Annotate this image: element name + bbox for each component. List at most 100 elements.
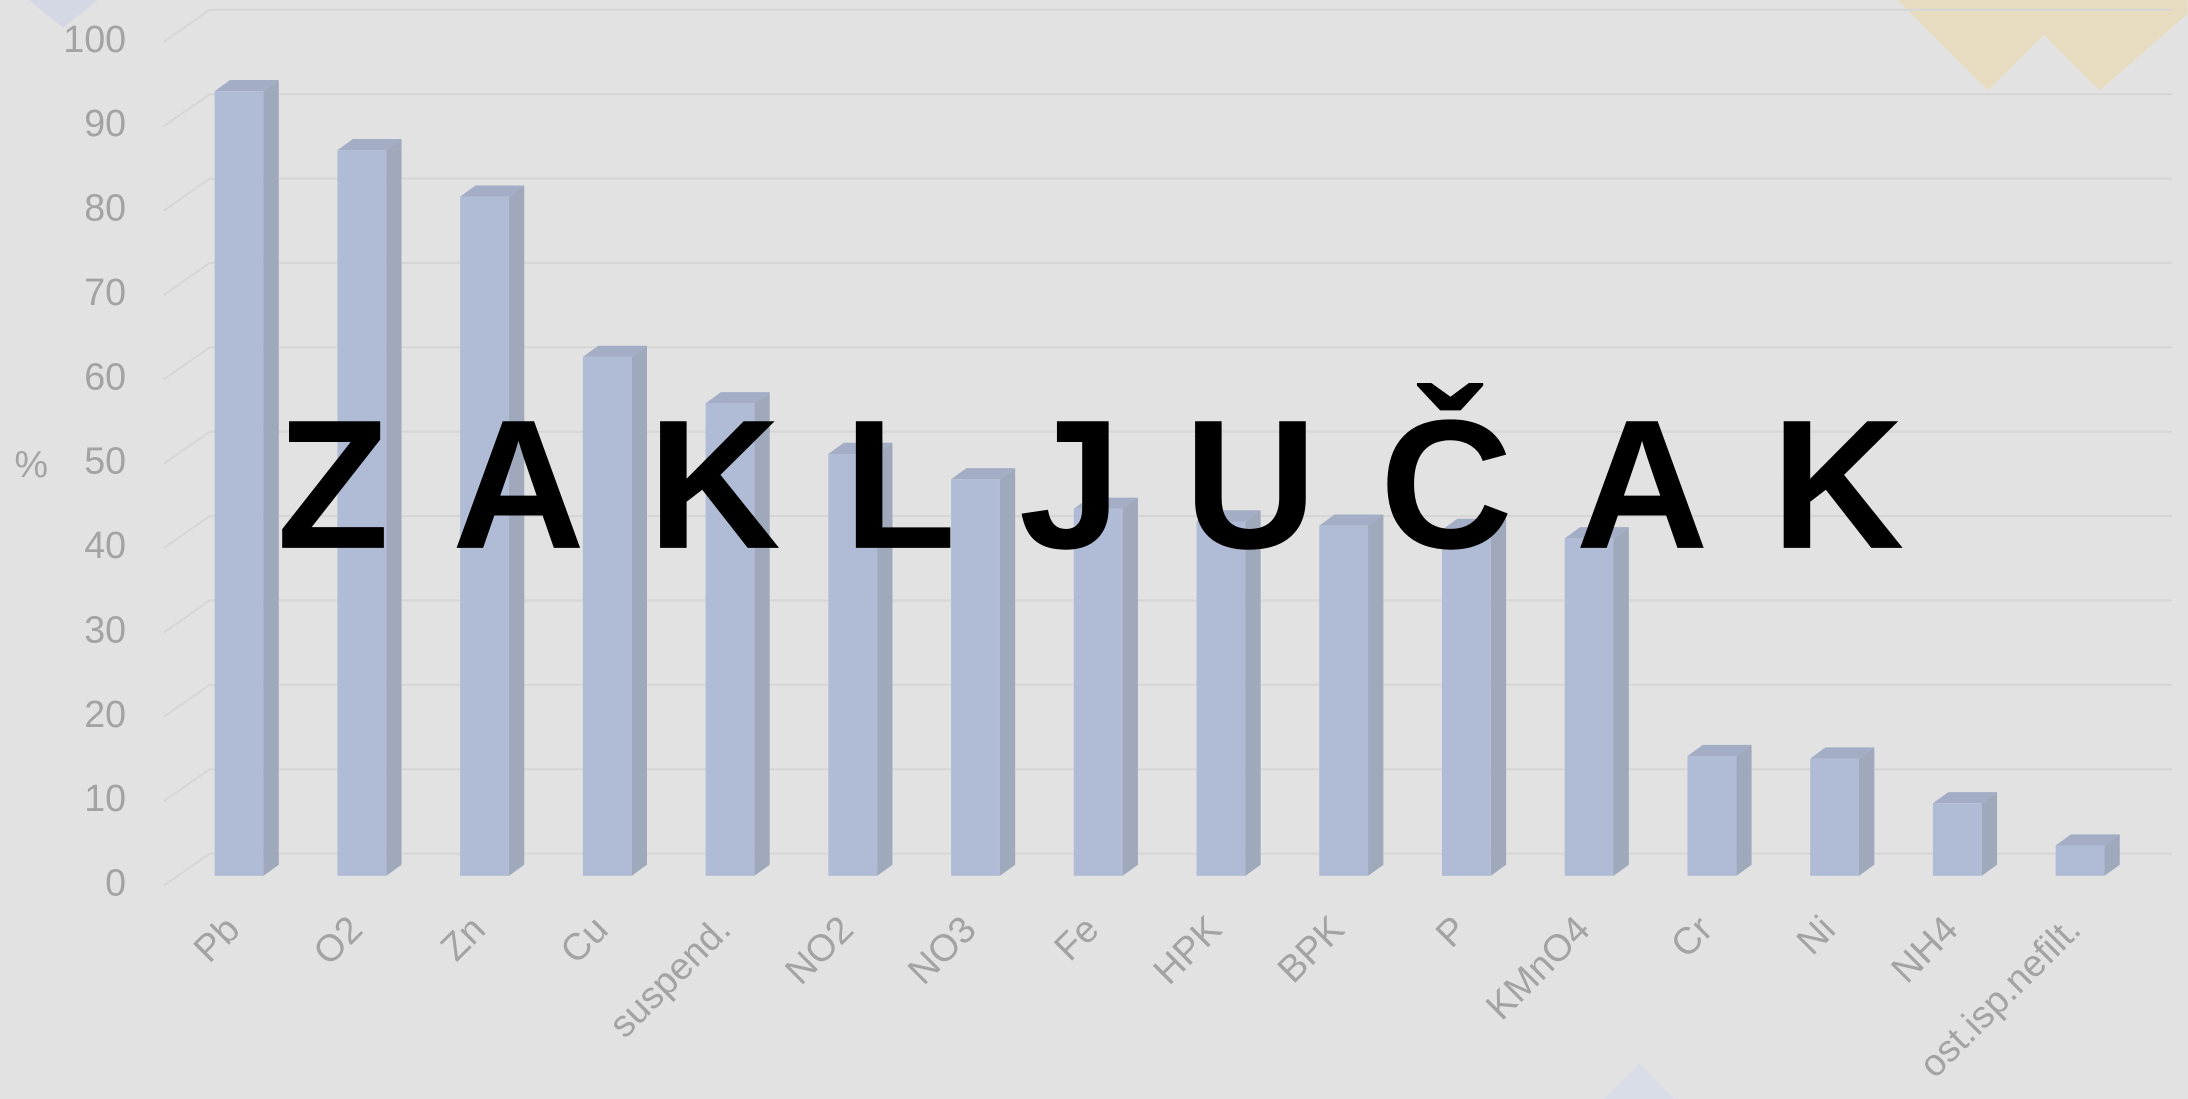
- decor-diamond: [2008, 0, 2188, 91]
- y-tick-label: 50: [84, 440, 126, 482]
- bar: [337, 139, 402, 876]
- grid-line: [163, 8, 2173, 43]
- bar-side: [1490, 518, 1507, 876]
- y-tick-label: 40: [84, 524, 126, 566]
- x-tick-label: Fe: [1046, 908, 1107, 969]
- decor-diamond: [1604, 1062, 1675, 1099]
- bar: [1073, 497, 1138, 876]
- bar-top: [214, 79, 279, 92]
- bar: [1687, 744, 1752, 876]
- grid-line: [163, 514, 2173, 549]
- x-tick-label: Cu: [552, 908, 616, 972]
- y-tick-label: 100: [63, 18, 126, 60]
- bar-top: [828, 442, 893, 454]
- grid-line: [163, 346, 2173, 381]
- bar: [582, 345, 648, 876]
- grid-line: [163, 93, 2173, 128]
- bar: [460, 185, 525, 876]
- bar-side: [1245, 510, 1261, 876]
- grid-line: [163, 599, 2173, 634]
- decor-triangle: [28, 0, 99, 28]
- bar-side: [2104, 834, 2120, 876]
- bar-front: [1196, 521, 1246, 876]
- bar: [1810, 747, 1875, 876]
- bar-top: [460, 185, 525, 197]
- bar-front: [1319, 525, 1369, 876]
- chart-title: ZAKLJUČAK: [277, 382, 1905, 588]
- bar-side: [999, 468, 1016, 876]
- x-tick-label: HPK: [1145, 908, 1229, 992]
- bar-side: [631, 345, 648, 876]
- bar-side: [1368, 514, 1384, 876]
- bar: [1564, 527, 1629, 876]
- bar-side: [1613, 527, 1629, 876]
- y-tick-label: 70: [84, 271, 126, 313]
- x-tick-label: O2: [305, 908, 370, 973]
- y-tick-label: 0: [105, 862, 126, 904]
- bar-front: [337, 150, 387, 876]
- x-tick-label: NO2: [777, 908, 861, 992]
- bar-top: [337, 139, 402, 151]
- grid-line: [163, 852, 2173, 887]
- y-tick-label: 60: [84, 355, 126, 397]
- x-tick-label: suspend.: [601, 908, 739, 1046]
- y-tick-label: 80: [84, 187, 126, 229]
- bar-top: [2055, 834, 2120, 846]
- bar: [1319, 514, 1384, 876]
- bar-top: [1196, 510, 1261, 522]
- bar: [1441, 518, 1507, 876]
- bar: [828, 442, 893, 876]
- grid-line: [163, 261, 2173, 296]
- bar-front: [951, 479, 1000, 876]
- y-tick-label: 20: [84, 693, 126, 735]
- bar-front: [1932, 803, 1982, 876]
- bar-top: [1319, 514, 1384, 526]
- bar-front: [460, 196, 509, 876]
- bar-top: [951, 468, 1016, 480]
- bar-front: [1810, 758, 1859, 876]
- x-tick-label: Cr: [1663, 908, 1721, 966]
- bar-top: [1932, 792, 1998, 804]
- bar-front: [1564, 538, 1614, 876]
- y-tick-label: 30: [84, 608, 126, 650]
- bar-front: [705, 403, 755, 876]
- bar: [1932, 792, 1998, 876]
- bar-top: [705, 392, 770, 404]
- y-tick-label: 90: [84, 102, 126, 144]
- x-tick-label: P: [1427, 908, 1474, 955]
- bar-side: [386, 139, 402, 876]
- bar: [705, 392, 770, 876]
- bar-side: [1981, 792, 1998, 876]
- grid-line: [163, 768, 2173, 803]
- bar-side: [263, 79, 279, 876]
- bar-side: [1736, 744, 1752, 876]
- y-tick-label: 10: [84, 777, 126, 819]
- bar-front: [214, 91, 264, 876]
- bar-top: [582, 345, 648, 357]
- x-tick-label: Pb: [185, 908, 247, 970]
- bar: [1196, 510, 1261, 876]
- bar: [951, 468, 1016, 876]
- bar-front: [828, 453, 878, 876]
- bar-top: [1810, 747, 1875, 759]
- x-tick-label: NO3: [899, 908, 983, 992]
- bar-front: [582, 356, 632, 876]
- bar-side: [1858, 747, 1875, 876]
- bar-front: [2055, 845, 2105, 876]
- bar-side: [1122, 497, 1138, 876]
- bar-front: [1073, 508, 1123, 876]
- bar: [214, 79, 279, 876]
- bar-side: [754, 392, 770, 876]
- bar-top: [1687, 744, 1752, 757]
- bar-top: [1564, 527, 1629, 539]
- y-axis-label: %: [15, 443, 48, 485]
- grid-line: [163, 683, 2173, 718]
- grid-line: [163, 177, 2173, 212]
- x-tick-label: Ni: [1788, 908, 1843, 963]
- bar-top: [1441, 518, 1507, 530]
- bar-top: [1073, 497, 1138, 509]
- x-tick-label: NH4: [1883, 908, 1966, 991]
- x-tick-label: BPK: [1269, 908, 1352, 991]
- bar-front: [1687, 756, 1737, 876]
- grid-line: [163, 430, 2173, 465]
